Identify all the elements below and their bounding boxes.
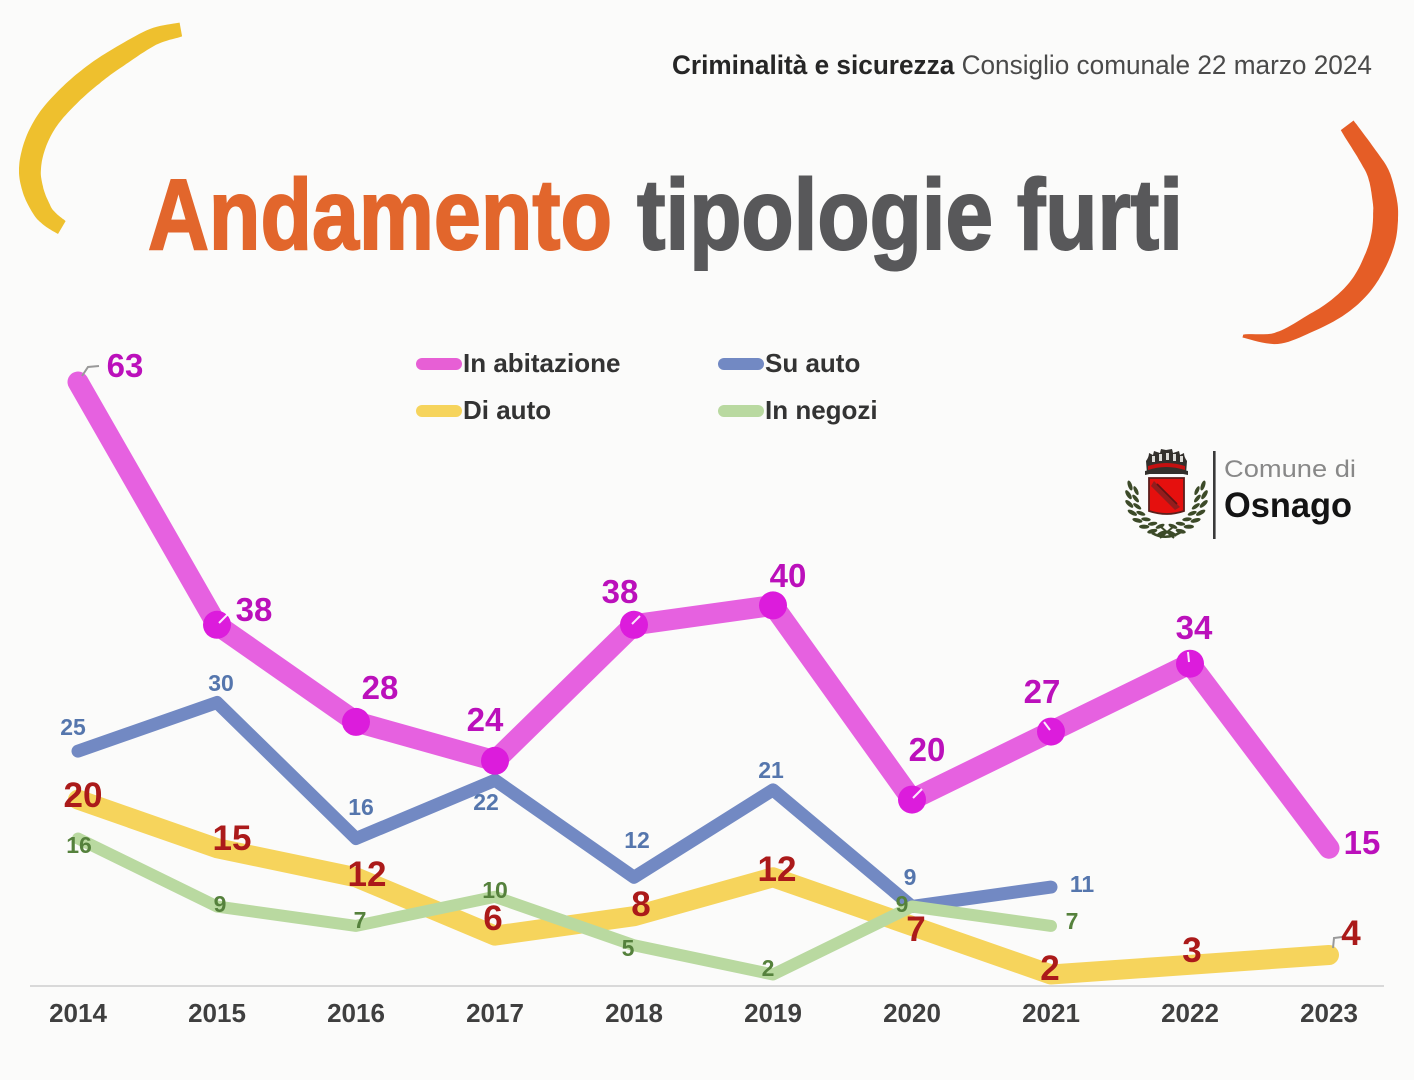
svg-text:2019: 2019: [744, 998, 802, 1028]
svg-text:7: 7: [1066, 908, 1079, 934]
svg-text:Comune di: Comune di: [1224, 456, 1356, 483]
svg-text:Criminalità e sicurezza Consig: Criminalità e sicurezza Consiglio comuna…: [672, 50, 1372, 80]
svg-text:9: 9: [896, 891, 909, 917]
svg-text:16: 16: [66, 832, 92, 858]
svg-text:15: 15: [213, 819, 252, 858]
svg-text:2: 2: [762, 955, 775, 981]
svg-text:12: 12: [348, 855, 387, 894]
svg-text:34: 34: [1176, 609, 1213, 646]
svg-text:40: 40: [770, 557, 807, 594]
svg-text:12: 12: [758, 850, 797, 889]
svg-text:4: 4: [1341, 914, 1361, 953]
svg-text:2023: 2023: [1300, 998, 1358, 1028]
svg-text:2015: 2015: [188, 998, 246, 1028]
svg-text:22: 22: [473, 789, 499, 815]
svg-text:21: 21: [758, 757, 784, 783]
svg-text:Osnago: Osnago: [1224, 486, 1352, 525]
svg-text:24: 24: [467, 701, 504, 738]
svg-text:10: 10: [482, 877, 508, 903]
svg-text:28: 28: [362, 669, 399, 706]
svg-text:3: 3: [1182, 931, 1201, 970]
svg-text:2021: 2021: [1022, 998, 1080, 1028]
svg-text:2016: 2016: [327, 998, 385, 1028]
svg-text:9: 9: [904, 864, 917, 890]
svg-text:Di auto: Di auto: [463, 395, 551, 425]
svg-text:2014: 2014: [49, 998, 107, 1028]
svg-text:15: 15: [1344, 824, 1381, 861]
svg-text:11: 11: [1070, 871, 1095, 897]
svg-text:27: 27: [1024, 673, 1061, 710]
svg-text:6: 6: [483, 899, 502, 938]
svg-text:7: 7: [906, 910, 925, 949]
svg-text:2022: 2022: [1161, 998, 1219, 1028]
svg-text:In negozi: In negozi: [765, 395, 878, 425]
svg-text:2: 2: [1040, 949, 1059, 988]
svg-text:38: 38: [602, 573, 639, 610]
svg-text:2018: 2018: [605, 998, 663, 1028]
svg-text:Su auto: Su auto: [765, 348, 860, 378]
svg-text:In abitazione: In abitazione: [463, 348, 620, 378]
svg-text:12: 12: [624, 827, 650, 853]
svg-text:20: 20: [64, 776, 103, 815]
svg-text:8: 8: [631, 885, 650, 924]
svg-text:9: 9: [214, 891, 227, 917]
svg-text:Andamento tipologie furti: Andamento tipologie furti: [148, 159, 1183, 271]
svg-text:2017: 2017: [466, 998, 524, 1028]
svg-text:30: 30: [208, 670, 234, 696]
svg-text:2020: 2020: [883, 998, 941, 1028]
svg-text:5: 5: [622, 935, 635, 961]
svg-text:25: 25: [60, 714, 86, 740]
svg-text:20: 20: [909, 731, 946, 768]
svg-text:16: 16: [348, 794, 374, 820]
svg-text:63: 63: [107, 347, 144, 384]
svg-text:38: 38: [236, 591, 273, 628]
svg-text:7: 7: [354, 907, 367, 933]
